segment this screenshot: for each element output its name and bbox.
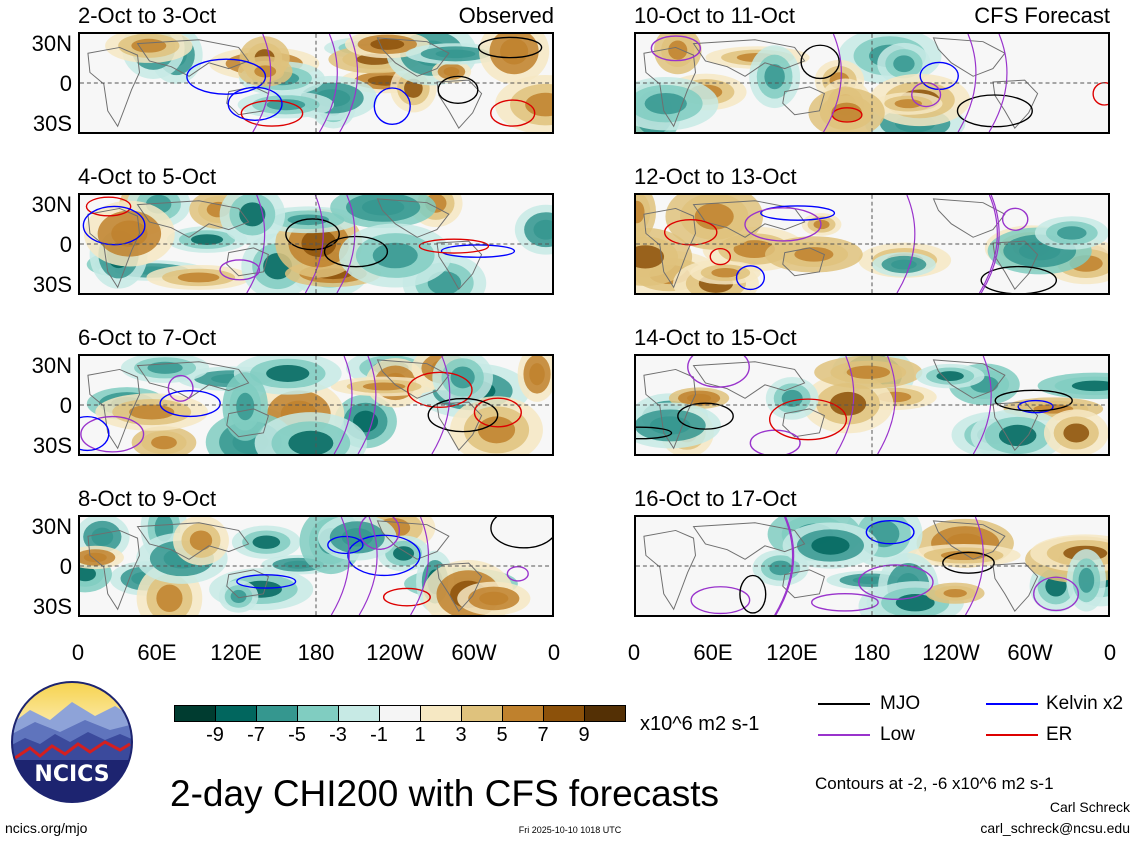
main-title: 2-day CHI200 with CFS forecasts	[170, 773, 720, 814]
colorbar-swatch	[215, 705, 257, 722]
logo-text: NCICS	[34, 762, 110, 787]
lon-tick: 0	[71, 640, 85, 665]
map-plot	[634, 32, 1110, 134]
lat-tick-30n: 30N	[31, 353, 72, 378]
author: Carl Schreck	[1049, 799, 1130, 815]
lat-tick-0: 0	[59, 232, 72, 257]
map-field	[80, 195, 552, 293]
map-plot	[78, 193, 554, 295]
legend-line-er	[986, 734, 1038, 736]
map-field	[80, 356, 552, 454]
colorbar-label: 9	[578, 724, 590, 746]
map-field	[636, 356, 1108, 454]
colorbar-swatch	[297, 705, 339, 722]
map-plot	[634, 515, 1110, 617]
map-field	[80, 34, 552, 132]
colorbar-swatch	[174, 705, 216, 722]
lon-tick: 180	[297, 640, 335, 665]
legend-label-kelvin: Kelvin x2	[1046, 693, 1124, 714]
colorbar-swatch	[379, 705, 421, 722]
legend-label-er: ER	[1046, 724, 1073, 745]
legend-label-mjo: MJO	[880, 693, 921, 714]
map-plot	[78, 32, 554, 134]
lon-tick: 120E	[766, 640, 818, 665]
lat-tick-0: 0	[59, 393, 72, 418]
colorbar-label: 7	[537, 724, 549, 746]
colorbar-swatch	[502, 705, 544, 722]
panel-title: 2-Oct to 3-Oct	[78, 3, 217, 28]
lon-tick: 0	[627, 640, 641, 665]
panel-title: 4-Oct to 5-Oct	[78, 164, 217, 189]
colorbar-units: x10^6 m2 s-1	[640, 713, 760, 735]
colorbar-label: 3	[455, 724, 467, 746]
lat-tick-0: 0	[59, 71, 72, 96]
colorbar-label: -9	[206, 724, 224, 746]
lat-tick-30s: 30S	[32, 111, 72, 136]
website-link[interactable]: ncics.org/mjo	[5, 820, 88, 836]
colorbar-swatch	[543, 705, 585, 722]
map-plot	[634, 354, 1110, 456]
lat-tick-30n: 30N	[31, 514, 72, 539]
map-field	[636, 517, 1108, 615]
contours-note: Contours at -2, -6 x10^6 m2 s-1	[815, 774, 1054, 793]
map-field	[80, 517, 552, 615]
map-plot	[634, 193, 1110, 295]
colorbar-label: 1	[414, 724, 426, 746]
panel-title: 8-Oct to 9-Oct	[78, 486, 217, 511]
colorbar-label: -5	[288, 724, 306, 746]
colorbar-swatch	[584, 705, 626, 722]
lon-tick: 60W	[451, 640, 497, 665]
map-plot	[78, 515, 554, 617]
colorbar-label: -1	[370, 724, 388, 746]
legend-label-low: Low	[880, 724, 915, 745]
colorbar-label: -3	[329, 724, 347, 746]
map-plot	[78, 354, 554, 456]
colorbar-swatch	[256, 705, 298, 722]
lon-tick: 60E	[693, 640, 733, 665]
map-field	[636, 34, 1108, 132]
legend-line-mjo	[818, 703, 870, 705]
timestamp: Fri 2025-10-10 1018 UTC	[518, 825, 622, 835]
colorbar-label: -7	[247, 724, 265, 746]
lon-tick: 0	[1103, 640, 1117, 665]
colorbar-label: 5	[496, 724, 508, 746]
ncics-logo: NCICS	[10, 680, 134, 804]
legend-line-kelvin	[986, 703, 1038, 705]
lat-tick-30s: 30S	[32, 272, 72, 297]
lon-tick: 60W	[1007, 640, 1053, 665]
lon-tick: 180	[853, 640, 891, 665]
lat-tick-30s: 30S	[32, 433, 72, 458]
lon-tick: 120E	[210, 640, 262, 665]
colorbar-swatch	[461, 705, 503, 722]
author-email[interactable]: carl_schreck@ncsu.edu	[980, 820, 1130, 836]
panel-title: 16-Oct to 17-Oct	[634, 486, 797, 511]
panel-title: 6-Oct to 7-Oct	[78, 325, 217, 350]
lat-tick-30n: 30N	[31, 31, 72, 56]
lon-tick: 120W	[366, 640, 424, 665]
panel-label: Observed	[458, 3, 554, 28]
panel-title: 12-Oct to 13-Oct	[634, 164, 797, 189]
lat-tick-30s: 30S	[32, 594, 72, 619]
lat-tick-30n: 30N	[31, 192, 72, 217]
lat-tick-0: 0	[59, 554, 72, 579]
panel-label: CFS Forecast	[974, 3, 1110, 28]
panel-title: 14-Oct to 15-Oct	[634, 325, 797, 350]
lon-tick: 60E	[137, 640, 177, 665]
legend-line-low	[818, 734, 870, 736]
logo-icon	[11, 681, 133, 803]
panel-title: 10-Oct to 11-Oct	[634, 3, 795, 28]
lon-tick: 120W	[922, 640, 980, 665]
colorbar-swatch	[338, 705, 380, 722]
lon-tick: 0	[547, 640, 561, 665]
map-field	[636, 195, 1108, 293]
colorbar-swatch	[420, 705, 462, 722]
